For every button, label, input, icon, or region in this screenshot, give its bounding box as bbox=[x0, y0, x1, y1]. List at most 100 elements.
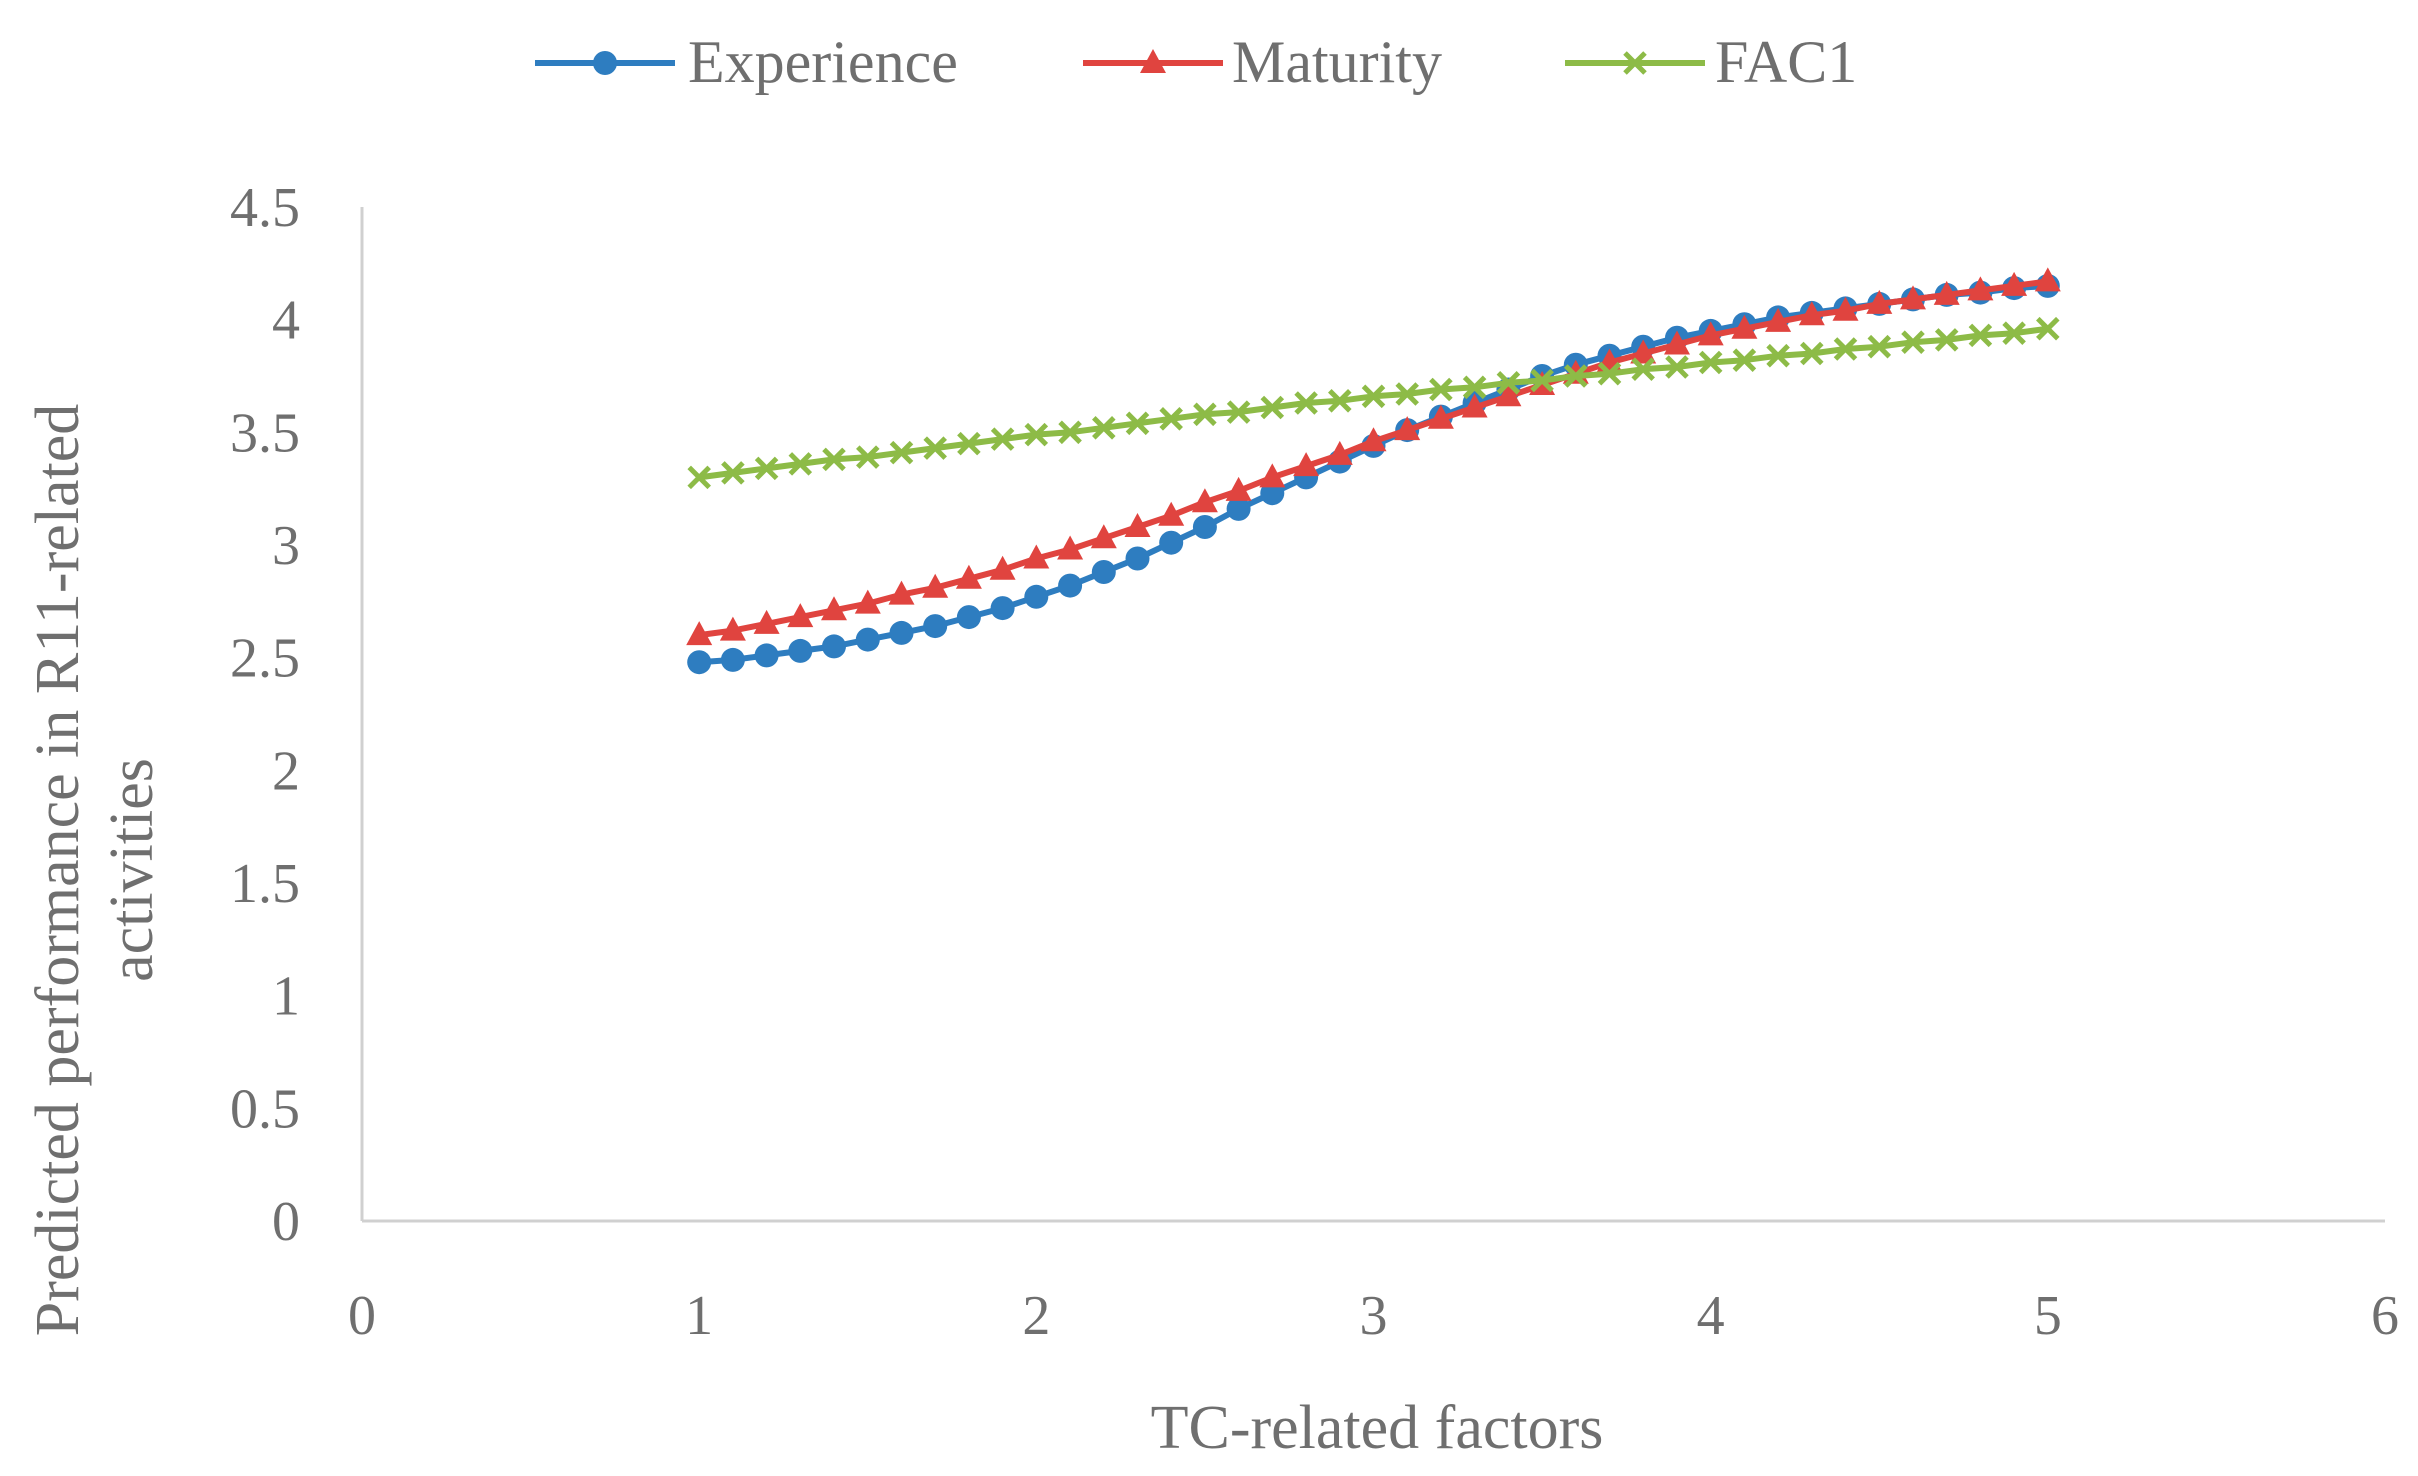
y-axis-title-line-2: activities bbox=[98, 758, 166, 982]
data-point-experience bbox=[720, 647, 745, 672]
data-point-marker-stroke-b bbox=[1328, 389, 1352, 413]
data-point-marker bbox=[990, 427, 1015, 451]
data-point-marker bbox=[1125, 546, 1150, 571]
data-point-marker bbox=[1968, 323, 1993, 348]
data-point-maturity bbox=[1866, 289, 1893, 314]
y-tick-label: 0 bbox=[272, 1191, 300, 1253]
data-point-marker-stroke-b bbox=[1395, 382, 1419, 406]
data-point-marker bbox=[1665, 355, 1689, 379]
data-point-marker-stroke-b bbox=[1462, 375, 1487, 400]
data-point-marker bbox=[1631, 357, 1655, 381]
data-point-maturity bbox=[2034, 267, 2061, 292]
y-tick-label: 1.5 bbox=[230, 853, 300, 915]
data-point-marker bbox=[1697, 321, 1724, 346]
series-layer bbox=[686, 267, 2061, 675]
data-point-experience bbox=[1058, 573, 1083, 598]
data-point-marker bbox=[888, 580, 915, 605]
data-point-marker bbox=[1158, 501, 1185, 526]
data-point-maturity bbox=[1124, 513, 1151, 537]
x-tick-label: 0 bbox=[348, 1285, 376, 1347]
data-point-fac1 bbox=[1361, 384, 1386, 409]
data-point-experience bbox=[990, 596, 1015, 621]
x-tick-label: 1 bbox=[685, 1285, 713, 1347]
legend-label-experience: Experience bbox=[688, 29, 958, 95]
data-point-marker-stroke-b bbox=[1766, 343, 1790, 368]
data-point-marker bbox=[2002, 321, 2026, 345]
series-line-experience bbox=[698, 282, 2048, 666]
series-maturity bbox=[686, 267, 2061, 646]
data-point-fac1 bbox=[1934, 328, 1959, 352]
legend-marker-fac1 bbox=[1623, 51, 1647, 75]
data-point-marker bbox=[1698, 350, 1723, 375]
data-point-fac1 bbox=[1024, 422, 1049, 447]
data-point-maturity bbox=[1630, 339, 1657, 364]
data-point-marker bbox=[1057, 535, 1084, 560]
data-point-experience bbox=[1192, 515, 1217, 539]
legend-item-experience: Experience bbox=[535, 29, 958, 95]
data-point-marker bbox=[1833, 337, 1858, 361]
data-point-marker bbox=[1496, 371, 1521, 395]
data-point-maturity bbox=[1664, 330, 1690, 355]
data-point-marker-stroke-b bbox=[2036, 316, 2060, 341]
data-point-marker bbox=[1058, 420, 1082, 445]
data-point-fac1 bbox=[1968, 323, 1993, 348]
data-point-experience bbox=[1226, 496, 1251, 521]
data-point-marker bbox=[1495, 382, 1522, 407]
data-point-marker bbox=[1934, 328, 1959, 352]
data-point-marker-stroke-b bbox=[1698, 350, 1723, 375]
data-point-fac1 bbox=[822, 447, 846, 472]
data-point-fac1 bbox=[721, 461, 745, 485]
data-point-marker bbox=[1124, 513, 1151, 537]
data-point-marker-stroke-b bbox=[1597, 361, 1622, 386]
data-point-fac1 bbox=[1496, 371, 1521, 395]
data-point-marker bbox=[788, 452, 813, 476]
data-point-marker bbox=[788, 638, 813, 663]
data-point-maturity bbox=[1090, 524, 1117, 549]
data-point-marker bbox=[955, 564, 982, 589]
data-point-experience bbox=[1024, 584, 1049, 609]
data-point-marker bbox=[1159, 407, 1183, 431]
data-point-marker-stroke-b bbox=[1934, 328, 1959, 352]
data-point-marker-stroke-b bbox=[990, 427, 1015, 451]
data-point-maturity bbox=[1057, 535, 1084, 560]
data-point-marker bbox=[1901, 330, 1925, 354]
data-point-maturity bbox=[1023, 544, 1050, 569]
data-point-marker bbox=[990, 596, 1015, 621]
data-point-marker bbox=[787, 603, 814, 628]
x-tick-label: 6 bbox=[2371, 1285, 2399, 1347]
data-point-fac1 bbox=[1092, 416, 1116, 440]
data-point-fac1 bbox=[2002, 321, 2026, 345]
data-point-marker bbox=[1461, 393, 1488, 418]
data-point-marker bbox=[889, 620, 914, 645]
data-point-fac1 bbox=[1058, 420, 1082, 445]
data-point-maturity bbox=[1933, 280, 1960, 305]
y-tick-label: 2.5 bbox=[230, 628, 300, 690]
data-point-marker bbox=[1159, 530, 1184, 555]
data-point-marker bbox=[1226, 496, 1251, 521]
legend-label-maturity: Maturity bbox=[1232, 29, 1442, 95]
data-point-marker-stroke-b bbox=[1867, 334, 1892, 359]
data-point-marker bbox=[1530, 368, 1554, 393]
y-tick-label: 0.5 bbox=[230, 1078, 300, 1140]
data-point-fac1 bbox=[1395, 382, 1419, 406]
data-point-maturity bbox=[1731, 314, 1758, 339]
data-point-experience bbox=[754, 643, 779, 668]
data-point-marker bbox=[1766, 343, 1790, 368]
data-point-marker bbox=[1394, 416, 1421, 441]
data-point-marker bbox=[1191, 488, 1218, 513]
data-point-marker-stroke-b bbox=[1732, 348, 1757, 372]
data-point-marker bbox=[956, 605, 981, 630]
data-point-marker bbox=[1933, 280, 1960, 305]
data-point-marker bbox=[1360, 427, 1387, 452]
data-point-marker-stroke-b bbox=[1226, 400, 1251, 424]
data-point-fac1 bbox=[1631, 357, 1655, 381]
data-point-marker bbox=[1967, 276, 1994, 301]
data-point-marker bbox=[821, 596, 847, 621]
data-point-experience bbox=[1125, 546, 1150, 571]
data-point-marker bbox=[854, 589, 881, 614]
y-tick-label: 4.5 bbox=[230, 177, 300, 239]
x-tick-label: 3 bbox=[1360, 1285, 1388, 1347]
data-point-marker bbox=[1024, 584, 1049, 609]
data-point-marker bbox=[1731, 314, 1758, 339]
